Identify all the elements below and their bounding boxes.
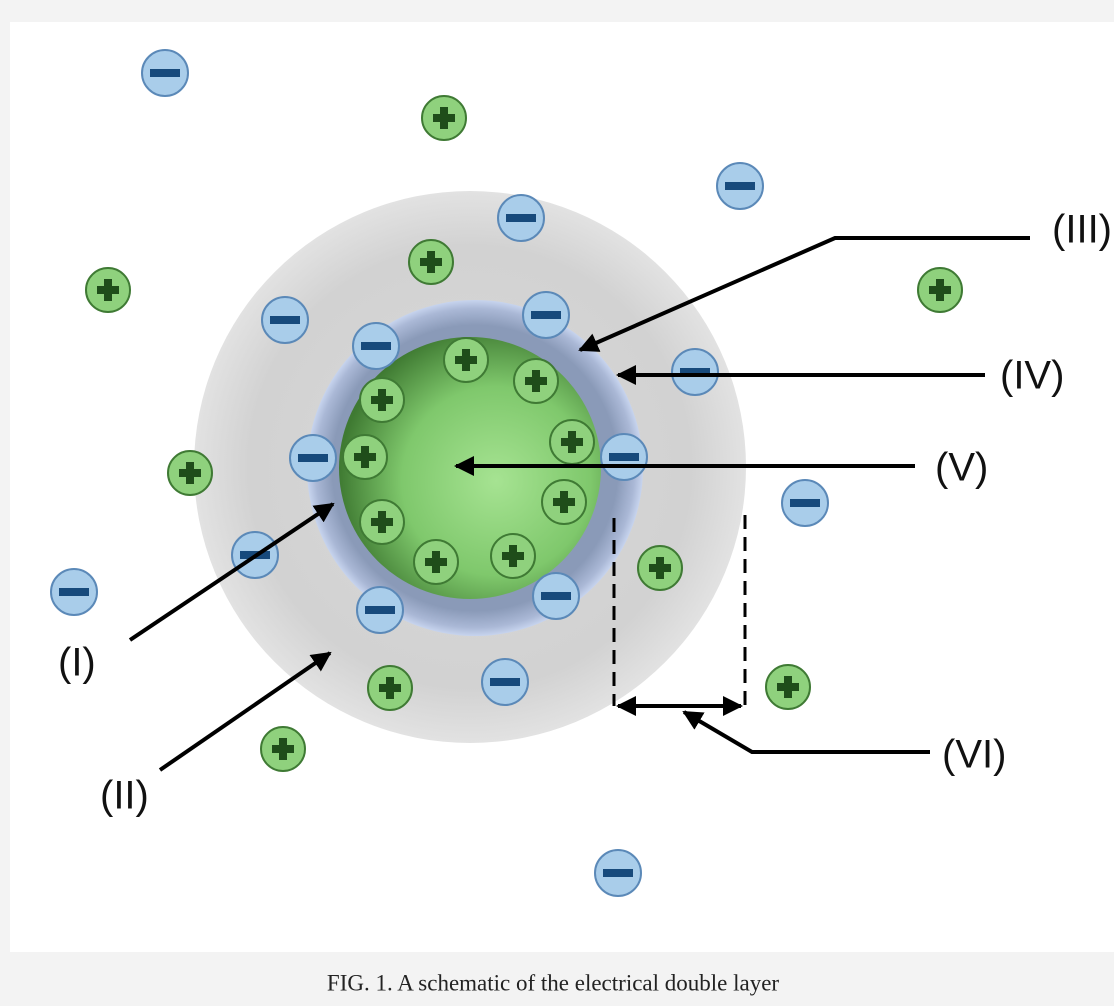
cation bbox=[168, 451, 212, 495]
cation bbox=[542, 480, 586, 524]
cation bbox=[491, 534, 535, 578]
minus-sign bbox=[490, 678, 520, 686]
label: (VI) bbox=[942, 733, 1006, 777]
minus-sign bbox=[59, 588, 89, 596]
minus-sign bbox=[603, 869, 633, 877]
minus-sign bbox=[150, 69, 180, 77]
minus-sign bbox=[365, 606, 395, 614]
anion bbox=[498, 195, 544, 241]
caption: FIG. 1. A schematic of the electrical do… bbox=[327, 970, 780, 995]
page: (III) (IV) (V) (VI) (I) (II) FIG. 1. A s… bbox=[0, 0, 1114, 1006]
cation bbox=[918, 268, 962, 312]
cation bbox=[514, 359, 558, 403]
minus-sign bbox=[790, 499, 820, 507]
cation bbox=[766, 665, 810, 709]
label: (IV) bbox=[1000, 354, 1064, 398]
anion bbox=[482, 659, 528, 705]
minus-sign bbox=[725, 182, 755, 190]
cation bbox=[261, 727, 305, 771]
cation bbox=[360, 378, 404, 422]
cation bbox=[550, 420, 594, 464]
cation bbox=[414, 540, 458, 584]
anion bbox=[523, 292, 569, 338]
anion bbox=[601, 434, 647, 480]
label: (III) bbox=[1052, 208, 1112, 252]
figure: (III) (IV) (V) (VI) (I) (II) FIG. 1. A s… bbox=[0, 0, 1114, 1006]
anion bbox=[672, 349, 718, 395]
cation bbox=[444, 338, 488, 382]
cation bbox=[368, 666, 412, 710]
anion bbox=[142, 50, 188, 96]
cation bbox=[360, 500, 404, 544]
label: (V) bbox=[935, 446, 988, 490]
minus-sign bbox=[541, 592, 571, 600]
minus-sign bbox=[270, 316, 300, 324]
anion bbox=[357, 587, 403, 633]
anion bbox=[290, 435, 336, 481]
cation bbox=[638, 546, 682, 590]
cation bbox=[422, 96, 466, 140]
minus-sign bbox=[609, 453, 639, 461]
cation bbox=[343, 435, 387, 479]
minus-sign bbox=[361, 342, 391, 350]
anion bbox=[595, 850, 641, 896]
anion bbox=[717, 163, 763, 209]
cation bbox=[409, 240, 453, 284]
minus-sign bbox=[531, 311, 561, 319]
minus-sign bbox=[298, 454, 328, 462]
label: (II) bbox=[100, 774, 149, 818]
minus-sign bbox=[506, 214, 536, 222]
anion bbox=[353, 323, 399, 369]
anion bbox=[51, 569, 97, 615]
label: (I) bbox=[58, 641, 96, 685]
anion bbox=[782, 480, 828, 526]
anion bbox=[533, 573, 579, 619]
anion bbox=[262, 297, 308, 343]
cation bbox=[86, 268, 130, 312]
